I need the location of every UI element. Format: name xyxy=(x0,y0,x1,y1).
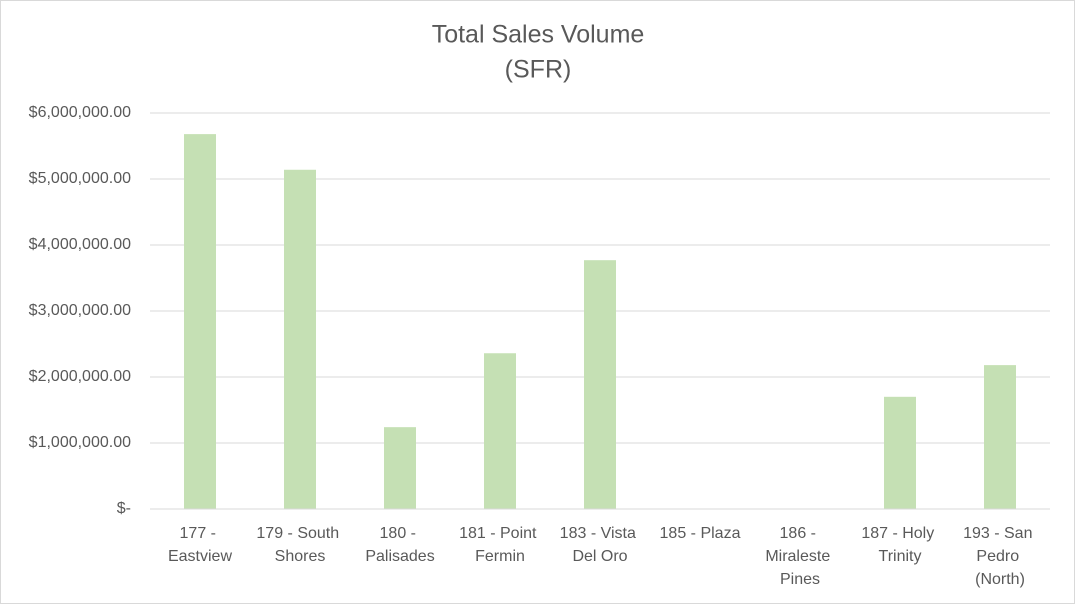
chart-subtitle: (SFR) xyxy=(505,56,572,84)
x-tick-label: 181 - Point Fermin xyxy=(459,525,541,565)
y-tick-label: $3,000,000.00 xyxy=(29,302,131,319)
x-tick-label: 187 - Holy Trinity xyxy=(861,525,938,565)
x-tick-label: 177 - Eastview xyxy=(168,525,232,565)
x-tick-label: 183 - Vista Del Oro xyxy=(560,525,641,565)
y-tick-label: $6,000,000.00 xyxy=(29,104,131,121)
y-tick-label: $4,000,000.00 xyxy=(29,236,131,253)
y-tick-label: $1,000,000.00 xyxy=(29,434,131,451)
y-tick-label: $5,000,000.00 xyxy=(29,170,131,187)
x-tick-label: 193 - San Pedro (North) xyxy=(963,525,1037,588)
bar xyxy=(484,353,516,509)
bar xyxy=(584,260,616,509)
bar xyxy=(384,427,416,509)
bar xyxy=(884,396,916,509)
bar xyxy=(184,134,216,509)
x-tick-label: 179 - South Shores xyxy=(256,525,343,565)
chart-title: Total Sales Volume xyxy=(432,21,645,49)
x-tick-label: 185 - Plaza xyxy=(660,525,741,542)
x-tick-label: 180 - Palisades xyxy=(365,525,434,565)
y-tick-label: $- xyxy=(117,500,131,517)
bar xyxy=(984,365,1016,509)
y-tick-label: $2,000,000.00 xyxy=(29,368,131,385)
x-tick-label: 186 - Miraleste Pines xyxy=(765,525,834,588)
bar xyxy=(284,169,316,509)
